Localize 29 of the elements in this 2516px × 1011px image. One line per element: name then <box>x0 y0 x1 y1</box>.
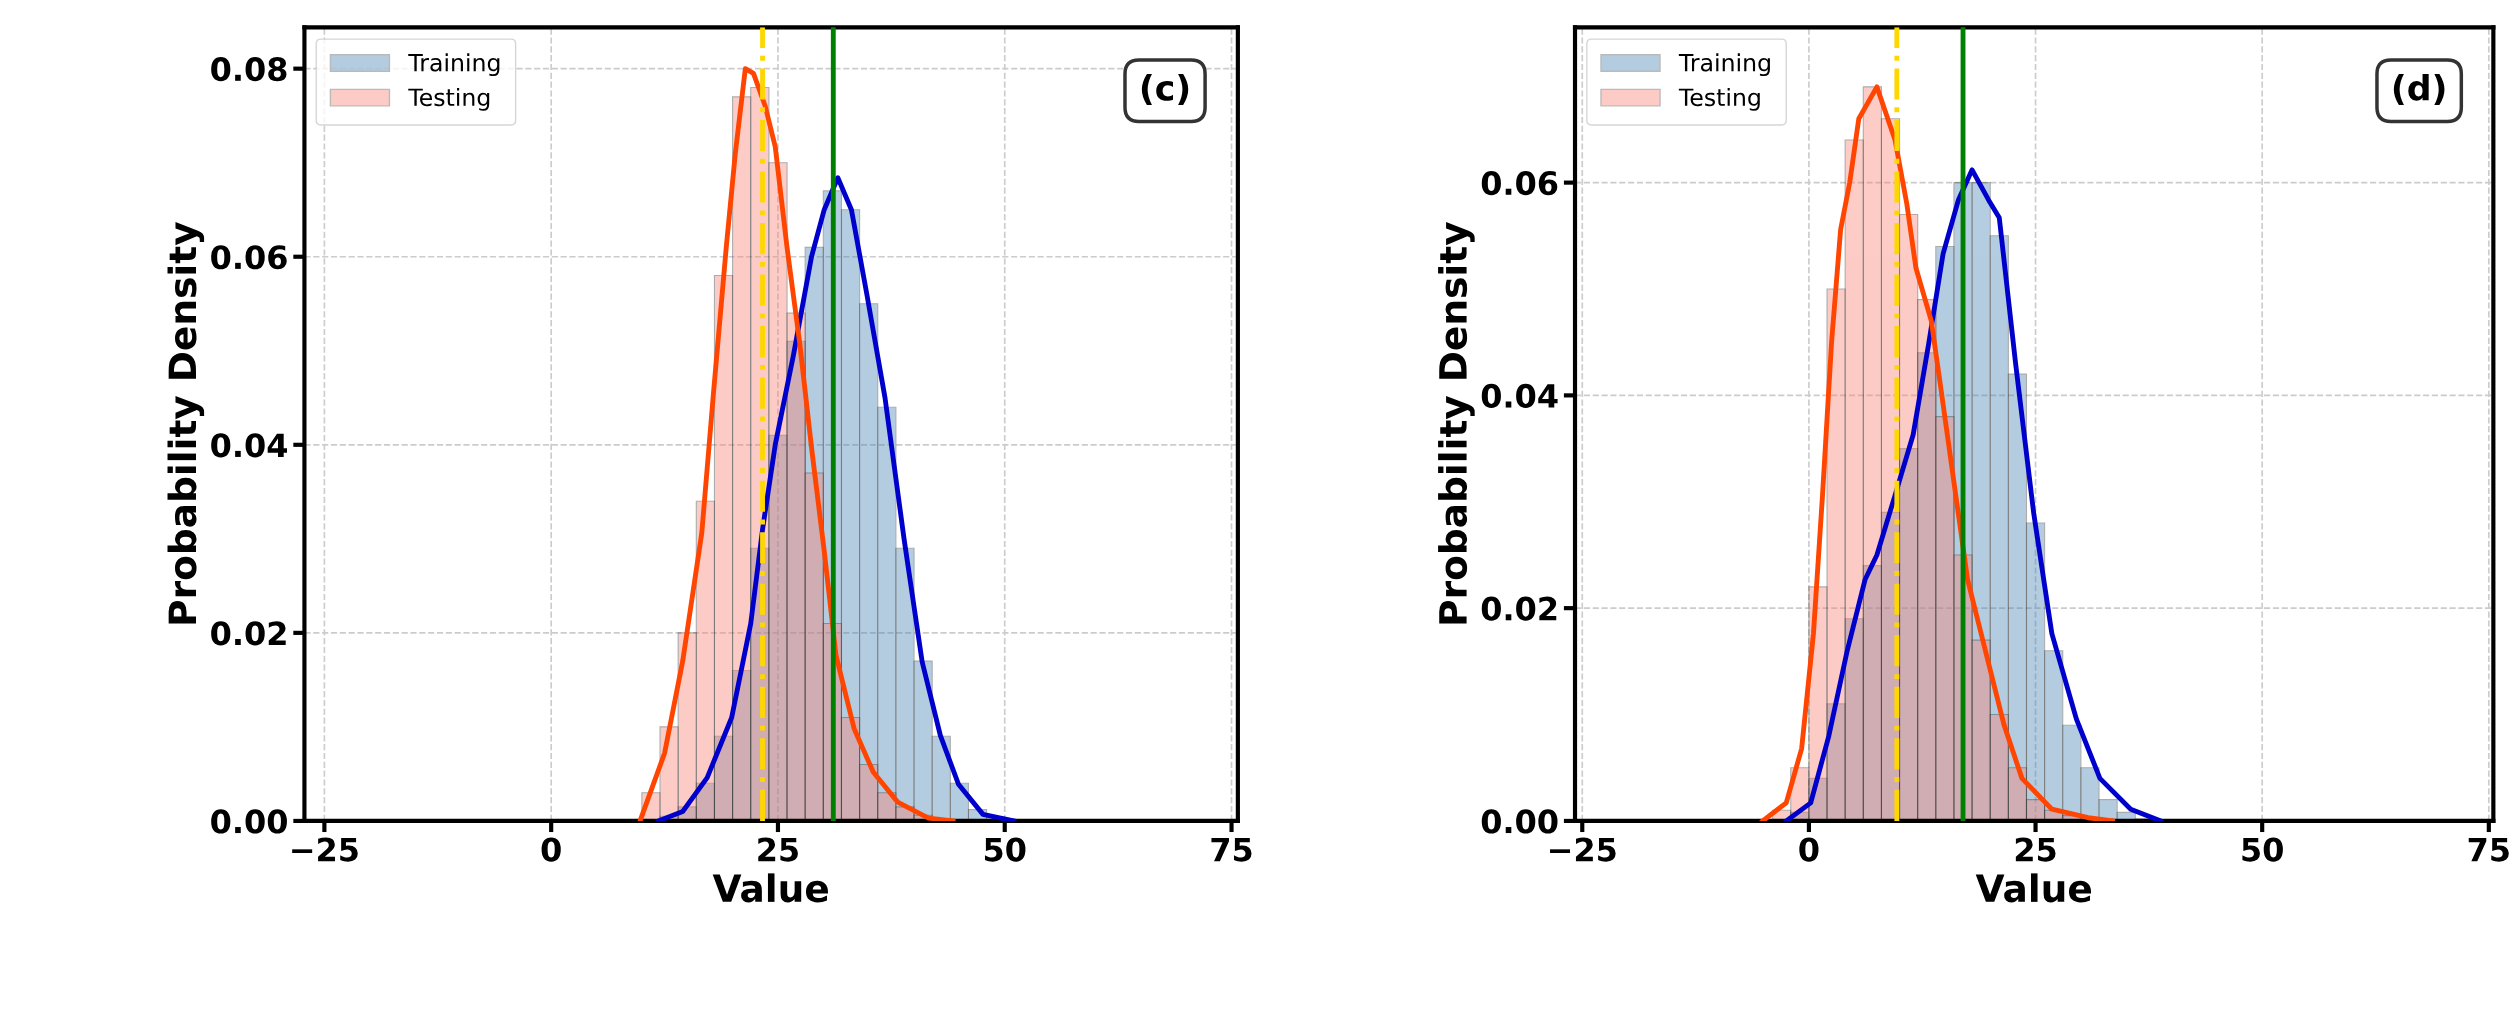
annotation: (c) <box>1141 74 1189 105</box>
y-tick-label: 0.00 <box>211 809 287 834</box>
y-tick-label: 0.06 <box>211 245 287 270</box>
y-tick-label: 0.02 <box>1481 596 1557 621</box>
y-tick-label: 0.00 <box>1481 809 1558 834</box>
x-axis-title: Value <box>1975 873 2091 903</box>
x-tick-label: 75 <box>2468 837 2509 862</box>
legend-label: Testing <box>408 87 490 111</box>
x-tick-label: 25 <box>758 837 798 862</box>
legend-label: Training <box>408 53 500 77</box>
x-tick-label: 25 <box>2015 837 2056 862</box>
x-tick-label: 0 <box>541 837 561 862</box>
x-tick-label: 50 <box>2242 837 2283 862</box>
y-tick-label: 0.08 <box>211 57 287 82</box>
y-axis-title: Probability Density <box>167 222 205 624</box>
y-tick-label: 0.06 <box>1481 171 1558 196</box>
x-tick-label: 75 <box>1211 837 1252 862</box>
x-axis-title: Value <box>712 873 828 903</box>
annotation: (d) <box>2393 73 2445 105</box>
x-tick-label: 50 <box>984 837 1026 862</box>
legend-label: Training <box>1678 53 1770 77</box>
legend-label: Testing <box>1678 87 1760 111</box>
y-axis-title: Probability Density <box>1438 222 1475 624</box>
y-tick-label: 0.04 <box>211 433 287 458</box>
x-tick-label: 0 <box>1799 837 1819 862</box>
y-tick-label: 0.02 <box>211 621 286 646</box>
y-tick-label: 0.04 <box>1481 383 1558 408</box>
x-tick-label: −25 <box>1550 837 1616 862</box>
x-tick-label: −25 <box>292 837 358 862</box>
